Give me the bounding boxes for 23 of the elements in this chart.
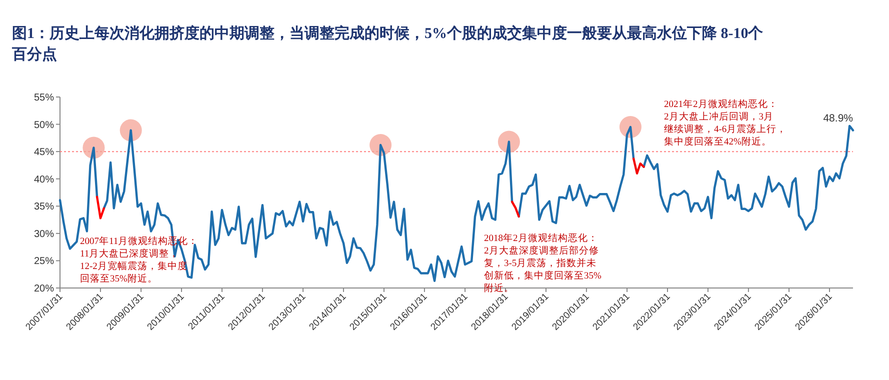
y-tick-label: 40% xyxy=(34,174,54,186)
y-tick-label: 55% xyxy=(34,92,54,104)
annotation: 2月大盘上冲后回调，3月 xyxy=(664,110,774,122)
annotation: 2018年2月微观结构恶化： xyxy=(484,232,598,244)
annotation: 集中度回落至42%附近。 xyxy=(664,136,772,148)
y-tick-label: 35% xyxy=(34,202,54,213)
y-tick-label: 50% xyxy=(34,120,54,131)
annotation: 2月大盘深度调整后部分修 xyxy=(484,244,599,256)
y-tick-label: 30% xyxy=(34,228,54,240)
y-tick-label: 20% xyxy=(34,284,54,294)
y-tick-label: 25% xyxy=(34,256,54,268)
annotation: 创新低，集中度回落至35% xyxy=(484,270,602,282)
annotation: 48.9% xyxy=(823,112,853,124)
annotation: 11月大盘已深度调整， xyxy=(80,248,180,260)
annotation: 2021年2月微观结构恶化： xyxy=(664,98,778,110)
y-tick-label: 45% xyxy=(34,147,54,158)
line-series xyxy=(642,124,854,231)
annotation: 继续调整，4-6月震荡上行， xyxy=(664,123,787,135)
line-series xyxy=(632,158,645,174)
chart-title: 图1：历史上每次消化拥挤度的中期调整，当调整完成的时候，5%个股的成交集中度一般要从最高水位下降 8-10个百分点 xyxy=(11,24,764,63)
annotation: 回落至35%附近。 xyxy=(80,272,158,284)
annotation: 附近。 xyxy=(484,282,514,294)
annotation: 复，3-5月震荡，指数并未 xyxy=(484,257,597,269)
